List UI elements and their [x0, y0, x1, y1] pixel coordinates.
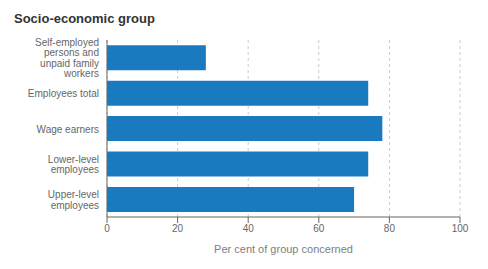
- svg-text:100: 100: [452, 223, 469, 234]
- svg-text:Self-employedpersons andunpaid: Self-employedpersons andunpaid familywor…: [35, 36, 99, 78]
- html-text:Socio-economic group: Socio-economic group: [14, 11, 155, 26]
- svg-text:Upper-levelemployees: Upper-levelemployees: [48, 189, 99, 211]
- svg-text:40: 40: [243, 223, 255, 234]
- svg-text:Per cent of group concerned: Per cent of group concerned: [214, 243, 353, 255]
- svg-text:20: 20: [172, 223, 184, 234]
- svg-text:Wage earners: Wage earners: [37, 123, 99, 134]
- svg-text:Employees total: Employees total: [28, 88, 99, 99]
- svg-text:80: 80: [384, 223, 396, 234]
- svg-text:60: 60: [313, 223, 325, 234]
- svg-text:Lower-levelemployees: Lower-levelemployees: [48, 153, 99, 175]
- svg-text:0: 0: [104, 223, 110, 234]
